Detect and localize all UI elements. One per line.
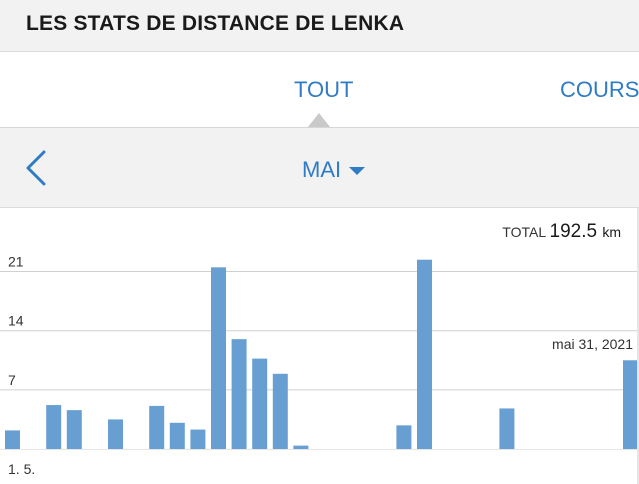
page-title: LES STATS DE DISTANCE DE LENKA: [26, 12, 405, 35]
month-selector[interactable]: MAI: [302, 157, 366, 183]
chart-bar: [66, 410, 82, 449]
tab-all[interactable]: TOUT: [294, 77, 354, 102]
total-value: 192.5: [550, 221, 603, 242]
y-tick-label: 14: [8, 313, 24, 329]
chart-bar: [149, 405, 165, 449]
chart-bar: [231, 339, 247, 449]
tooltip-date: mai 31, 2021: [552, 336, 633, 352]
chart-bar: [5, 430, 20, 449]
chevron-left-icon[interactable]: [22, 150, 52, 186]
y-tick-label: 7: [8, 372, 16, 388]
chart-bar: [108, 419, 123, 449]
chart-bar: [190, 429, 206, 449]
chart-bar: [623, 360, 637, 449]
chart-bar: [272, 373, 288, 449]
caret-down-icon: [349, 167, 366, 175]
x-tick-label: 1. 5.: [8, 461, 35, 477]
y-tick-label: 21: [8, 254, 24, 270]
chart-bar: [46, 405, 62, 449]
chart-bar: [169, 422, 185, 449]
tab-run[interactable]: COURS: [560, 77, 639, 102]
month-bar: MAI: [0, 128, 639, 208]
chart-bar: [293, 445, 309, 449]
chart-bar: [396, 425, 412, 449]
chart-bar: [499, 408, 515, 449]
tab-bar: TOUT COURS: [0, 52, 639, 128]
total-unit: km: [602, 224, 621, 240]
total-label: TOTAL: [502, 224, 549, 240]
month-label: MAI: [302, 157, 342, 182]
chart-bar: [417, 259, 432, 449]
right-edge-divider: [637, 208, 639, 484]
total-readout: TOTAL 192.5 km: [502, 221, 621, 242]
chart-bar: [252, 358, 268, 449]
header-bar: LES STATS DE DISTANCE DE LENKA: [0, 0, 639, 52]
tab-selected-indicator: [308, 113, 330, 127]
chart-bar: [211, 267, 226, 449]
